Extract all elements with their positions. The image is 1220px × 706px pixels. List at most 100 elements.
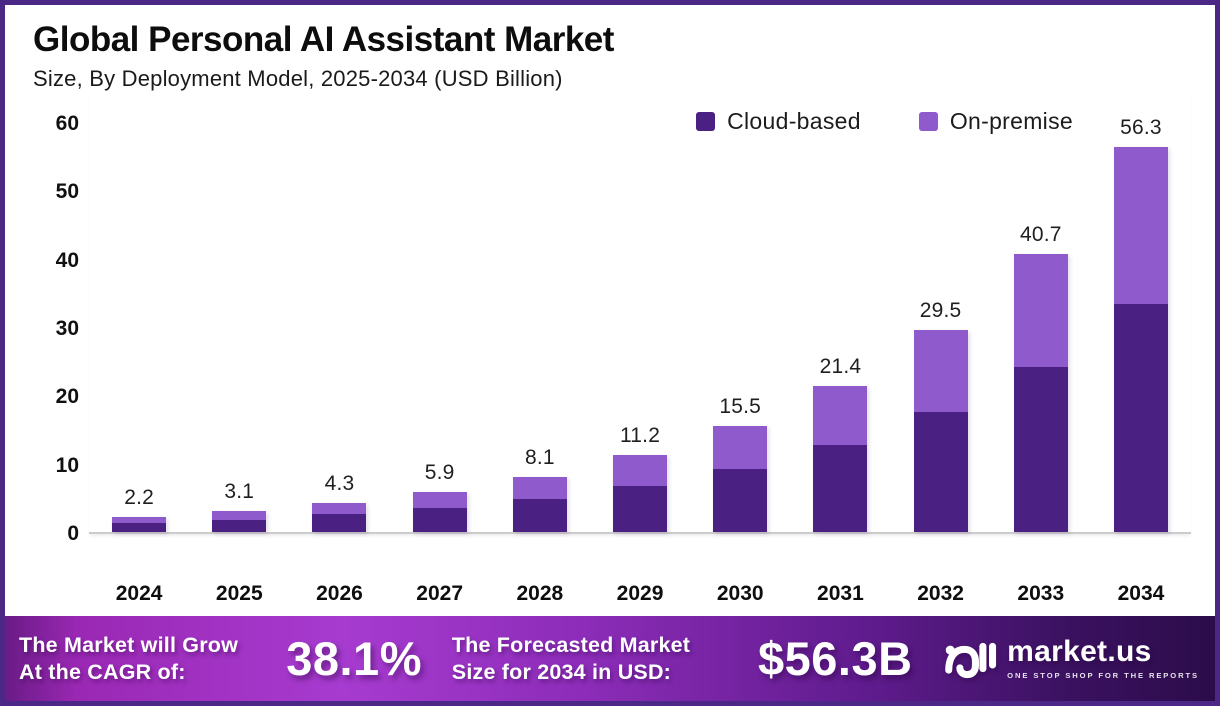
bar-segment-on-premise-2032 (913, 330, 968, 413)
x-label-2034: 2034 (1117, 582, 1165, 605)
bar-segment-cloud-based-2027 (412, 508, 467, 532)
bar-total-label-2025: 3.1 (224, 479, 255, 503)
bar-total-label-2024: 2.2 (124, 485, 154, 509)
bars-container: 2.2 3.1 4.3 5.9 8.1 11.2 15.5 21.4 29.5 40.7 56.3 (89, 94, 1191, 532)
forecast-label-line1: The Forecasted Market (451, 633, 691, 658)
bar-segment-on-premise-2027 (412, 491, 467, 509)
y-tick-0: 0 (67, 522, 79, 545)
page-subtitle: Size, By Deployment Model, 2025-2034 (US… (33, 66, 563, 91)
bar-segment-on-premise-2026 (312, 502, 367, 515)
bar-total-label-2026: 4.3 (324, 471, 355, 495)
bar-stack-2026 (312, 502, 367, 532)
x-label-2026: 2026 (316, 582, 363, 605)
cagr-label-line2: At the CAGR of: (19, 659, 186, 684)
bar-stack-2024 (112, 516, 167, 532)
chart-area: 0 10 20 30 40 50 60 Cloud-based On-premise 2.2… (33, 94, 1191, 570)
y-tick-50: 50 (55, 180, 79, 204)
x-label-2032: 2032 (917, 582, 964, 605)
chart-card: Global Personal AI Assistant Market Size… (5, 5, 1215, 616)
legend-label-cloud-based: Cloud-based (727, 108, 861, 134)
marketus-logo: market.us ONE STOP SHOP FOR THE REPORTS (945, 637, 1199, 681)
bar-stack-2032 (913, 330, 968, 532)
logo-name: market.us (1007, 635, 1152, 668)
bar-total-label-2029: 11.2 (619, 424, 661, 448)
x-label-2033: 2033 (1017, 582, 1065, 605)
x-label-2031: 2031 (817, 582, 864, 605)
bar-segment-cloud-based-2029 (613, 486, 668, 532)
bar-total-label-2030: 15.5 (719, 395, 762, 419)
bar-segment-cloud-based-2024 (112, 523, 167, 532)
x-label-2028: 2028 (516, 582, 564, 605)
x-label-2029: 2029 (616, 582, 664, 605)
bar-group-2029: 11.2 (590, 424, 690, 532)
bar-group-2030: 15.5 (690, 395, 790, 532)
bar-total-label-2032: 29.5 (919, 299, 962, 323)
legend-swatch-cloud-based (696, 112, 716, 131)
bar-group-2031: 21.4 (790, 355, 890, 532)
y-tick-20: 20 (55, 385, 79, 409)
bar-stack-2033 (1013, 253, 1068, 532)
bar-segment-on-premise-2031 (813, 385, 868, 446)
marketus-logo-icon (945, 642, 997, 678)
y-tick-60: 60 (55, 112, 79, 135)
bar-total-label-2028: 8.1 (524, 445, 555, 469)
bar-stack-2025 (212, 510, 267, 532)
bar-stack-2028 (512, 476, 567, 532)
bar-segment-cloud-based-2033 (1013, 366, 1068, 532)
forecast-label-line2: Size for 2034 in USD: (451, 659, 672, 684)
bar-group-2034: 56.3 (1091, 116, 1191, 532)
x-axis: 2024 2025 2026 2027 2028 2029 2030 2031 2032 2033… (33, 582, 1191, 616)
x-label-2030: 2030 (716, 582, 764, 605)
bar-group-2032: 29.5 (891, 299, 991, 532)
bar-segment-on-premise-2029 (613, 455, 668, 487)
bar-stack-2034 (1113, 147, 1168, 532)
bar-total-label-2027: 5.9 (424, 460, 455, 484)
bar-stack-2030 (713, 426, 768, 532)
bar-segment-on-premise-2024 (112, 516, 167, 524)
bar-segment-on-premise-2025 (212, 510, 267, 520)
y-axis: 0 10 20 30 40 50 60 (33, 94, 89, 545)
cagr-value: 38.1% (286, 632, 422, 685)
bar-total-label-2034: 56.3 (1120, 116, 1162, 140)
logo-tagline: ONE STOP SHOP FOR THE REPORTS (1007, 671, 1199, 680)
bar-group-2033: 40.7 (991, 223, 1091, 532)
bar-stack-2029 (613, 455, 668, 532)
bar-segment-cloud-based-2028 (512, 499, 567, 532)
forecast-value: $56.3B (758, 632, 913, 685)
cagr-label: The Market will Grow At the CAGR of: (19, 632, 270, 684)
legend: Cloud-based On-premise (696, 108, 1073, 135)
bar-total-label-2031: 21.4 (819, 354, 862, 378)
bar-segment-on-premise-2033 (1013, 253, 1068, 367)
legend-label-on-premise: On-premise (949, 108, 1073, 134)
x-label-2027: 2027 (416, 582, 464, 605)
bar-segment-cloud-based-2030 (713, 469, 768, 532)
y-tick-10: 10 (55, 453, 79, 477)
forecast-label: The Forecasted Market Size for 2034 in U… (452, 632, 740, 684)
bar-segment-cloud-based-2031 (813, 445, 868, 532)
bar-group-2026: 4.3 (289, 472, 389, 532)
bar-total-label-2033: 40.7 (1019, 222, 1062, 246)
page-title: Global Personal AI Assistant Market (33, 20, 614, 59)
bar-stack-2031 (813, 385, 868, 532)
summary-banner: The Market will Grow At the CAGR of: 38.… (5, 616, 1215, 701)
legend-item-cloud-based: Cloud-based (696, 108, 861, 135)
y-tick-40: 40 (55, 248, 79, 272)
bar-group-2025: 3.1 (189, 480, 289, 532)
x-label-2025: 2025 (215, 582, 263, 605)
x-label-2024: 2024 (115, 582, 163, 605)
bar-group-2028: 8.1 (490, 446, 590, 532)
plot-area: Cloud-based On-premise 2.2 3.1 4.3 5.9 8.1 11… (89, 94, 1191, 534)
legend-item-on-premise: On-premise (918, 108, 1073, 135)
cagr-label-line1: The Market will Grow (19, 633, 239, 658)
bar-stack-2027 (412, 491, 467, 532)
bar-segment-on-premise-2028 (512, 476, 567, 500)
bar-group-2027: 5.9 (390, 461, 490, 532)
x-axis-spacer (33, 582, 89, 616)
y-tick-30: 30 (55, 317, 79, 340)
bar-segment-on-premise-2030 (713, 426, 768, 470)
bar-segment-cloud-based-2034 (1113, 303, 1168, 532)
legend-swatch-on-premise (918, 112, 938, 131)
bar-segment-on-premise-2034 (1113, 147, 1168, 304)
bar-segment-cloud-based-2026 (312, 514, 367, 532)
